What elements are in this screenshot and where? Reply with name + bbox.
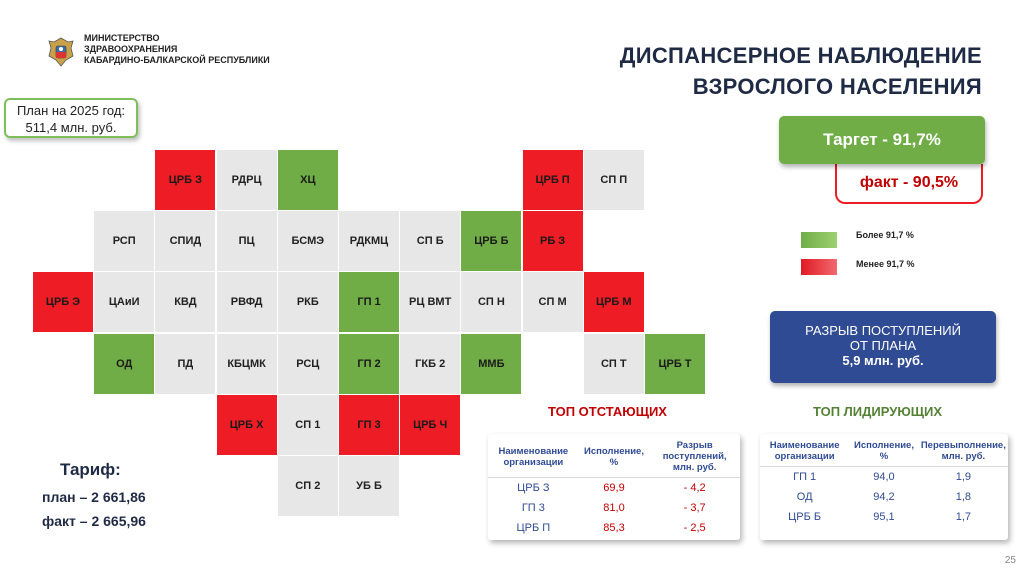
table-cell: 1,9 <box>955 471 971 483</box>
col-header: Исполнение, % <box>849 434 919 467</box>
org-cell: ЦРБ Э <box>33 272 93 333</box>
org-cell: ЦАиИ <box>94 272 155 333</box>
leading-table: Наименование организации Исполнение, % П… <box>760 434 1008 540</box>
table-cell: 1,8 <box>955 491 971 503</box>
legend-swatch-above <box>801 232 837 248</box>
org-cell: ГП 3 <box>339 394 399 455</box>
org-cell: ЦРБ П <box>522 150 583 210</box>
org-cell: РСЦ <box>277 333 338 394</box>
page-title: ДИСПАНСЕРНОЕ НАБЛЮДЕНИЕ ВЗРОСЛОГО НАСЕЛЕ… <box>620 40 982 102</box>
table-cell: - 3,7 <box>683 502 706 514</box>
org-cell: БСМЭ <box>277 211 338 272</box>
plan-amount: 511,4 млн. руб. <box>25 120 117 135</box>
page-number: 25 <box>1004 555 1016 566</box>
ministry-line: ЗДРАВООХРАНЕНИЯ <box>84 44 178 54</box>
plan-box: План на 2025 год: 511,4 млн. руб. <box>4 98 138 138</box>
table-row: ГП 1 94,0 1,9 <box>760 467 1008 488</box>
table-row: ОД 94,2 1,8 <box>760 487 1008 507</box>
org-cell: ЦРБ Т <box>645 333 705 394</box>
org-cell: СП П <box>583 150 644 210</box>
org-cell: ПД <box>155 333 216 394</box>
org-cell: ЦРБ Б <box>461 211 522 272</box>
tariff-heading: Тариф: <box>60 460 121 479</box>
lagging-table: Наименование организации Исполнение, % Р… <box>488 434 740 540</box>
lagging-title: ТОП ОТСТАЮЩИХ <box>548 404 667 419</box>
table-cell: 95,1 <box>873 511 895 523</box>
org-cell: СП Б <box>400 211 461 272</box>
plan-label: План на 2025 год: <box>16 103 126 118</box>
table-cell: 94,0 <box>873 471 895 483</box>
ministry-line: МИНИСТЕРСТВО <box>84 33 160 43</box>
table-row: ГП 3 81,0 - 3,7 <box>488 498 740 518</box>
org-cell: КБЦМК <box>216 333 277 394</box>
col-header: Наименование организации <box>760 434 850 467</box>
table-cell: 94,2 <box>873 491 895 503</box>
org-cell: ГКБ 2 <box>400 333 461 394</box>
table-cell: ГП 3 <box>521 502 545 514</box>
title-line-1: ДИСПАНСЕРНОЕ НАБЛЮДЕНИЕ <box>619 43 982 68</box>
ministry-line: КАБАРДИНО-БАЛКАРСКОЙ РЕСПУБЛИКИ <box>84 55 270 65</box>
ministry-name: МИНИСТЕРСТВО ЗДРАВООХРАНЕНИЯ КАБАРДИНО-Б… <box>84 33 270 66</box>
org-cell: СП Т <box>583 333 644 394</box>
table-row: ЦРБ П 85,3 - 2,5 <box>488 518 740 538</box>
org-cell: СП 2 <box>277 456 338 516</box>
org-cell: КВД <box>155 272 216 333</box>
fact-box: факт - 90,5% <box>835 164 983 204</box>
revenue-gap-box: РАЗРЫВ ПОСТУПЛЕНИЙ ОТ ПЛАНА 5,9 млн. руб… <box>770 311 996 383</box>
gap-amount: 5,9 млн. руб. <box>842 353 924 368</box>
title-line-2: ВЗРОСЛОГО НАСЕЛЕНИЯ <box>692 74 982 99</box>
org-cell: ММБ <box>461 333 522 394</box>
org-cell: ЦРБ Ч <box>400 394 461 455</box>
tariff-plan: план – 2 661,86 <box>42 489 146 505</box>
table-row: ЦРБ Б 95,1 1,7 <box>760 507 1008 527</box>
table-cell: 81,0 <box>603 502 625 514</box>
org-cell: ЦРБ М <box>583 272 644 333</box>
org-cell: ЦРБ З <box>155 150 216 210</box>
col-header: Разрыв поступлений, млн. руб. <box>649 434 740 478</box>
table-cell: 85,3 <box>603 522 625 534</box>
tariff-fact: факт – 2 665,96 <box>42 513 146 529</box>
col-header: Наименование организации <box>488 434 579 478</box>
org-cell: УБ Б <box>339 456 399 516</box>
gap-line-1: РАЗРЫВ ПОСТУПЛЕНИЙ <box>805 323 961 338</box>
org-cell: ГП 2 <box>339 333 399 394</box>
table-row: ЦРБ З 69,9 - 4,2 <box>488 478 740 499</box>
org-cell: РБ З <box>522 211 583 272</box>
gap-line-2: ОТ ПЛАНА <box>849 338 917 353</box>
table-cell: - 4,2 <box>683 482 706 494</box>
table-cell: ГП 1 <box>793 471 817 483</box>
table-cell: 69,9 <box>603 482 625 494</box>
org-cell: ГП 1 <box>339 272 399 333</box>
org-cell: ХЦ <box>277 150 338 210</box>
org-cell: СПИД <box>155 211 216 272</box>
legend-swatch-below <box>801 259 837 275</box>
table-cell: - 2,5 <box>683 522 706 534</box>
org-cell: РКБ <box>277 272 338 333</box>
leading-title: ТОП ЛИДИРУЮЩИХ <box>813 404 943 419</box>
org-cell: РДРЦ <box>216 150 277 210</box>
table-cell: ОД <box>796 491 813 503</box>
org-cell: ОД <box>94 333 155 394</box>
org-cell: СП 1 <box>277 394 338 455</box>
coat-of-arms-icon <box>46 36 76 68</box>
table-cell: 1,7 <box>955 511 971 523</box>
org-cell: СП Н <box>461 272 522 333</box>
col-header: Перевыполнение, млн. руб. <box>918 434 1008 467</box>
table-cell: ЦРБ Б <box>788 511 822 523</box>
org-cell: РСП <box>94 211 155 272</box>
org-cell: СП М <box>522 272 583 333</box>
col-header: Исполнение, % <box>578 434 650 478</box>
org-cell: ПЦ <box>216 211 277 272</box>
org-cell: РЦ ВМТ <box>400 272 461 333</box>
org-cell: РДКМЦ <box>339 211 399 272</box>
table-cell: ЦРБ З <box>517 482 550 494</box>
table-cell: ЦРБ П <box>516 522 551 534</box>
target-box: Таргет - 91,7% <box>779 116 985 164</box>
org-cell: РВФД <box>216 272 277 333</box>
legend-above-label: Более 91,7 % <box>856 230 914 240</box>
legend-below-label: Менее 91,7 % <box>856 259 915 269</box>
org-cell: ЦРБ Х <box>216 394 277 455</box>
